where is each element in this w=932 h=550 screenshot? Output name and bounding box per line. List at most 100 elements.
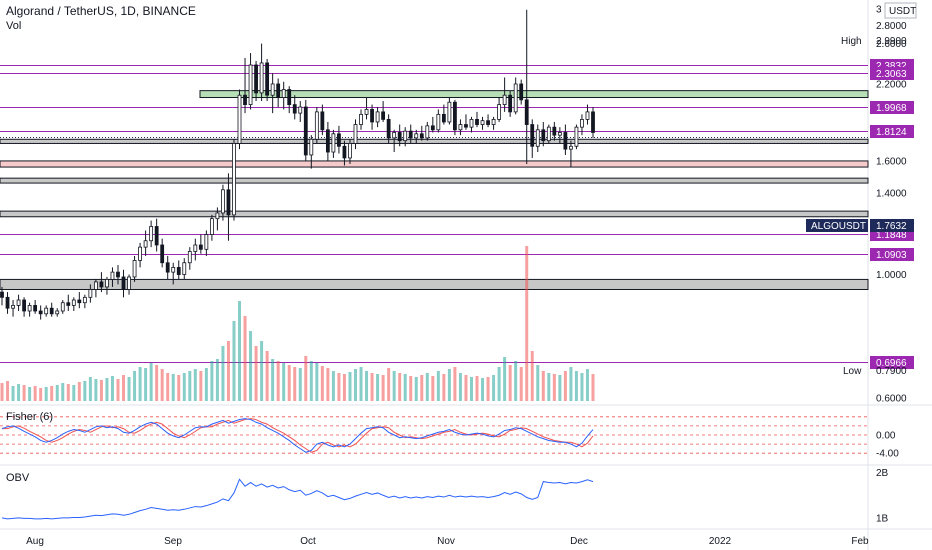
volume-bars	[0, 246, 595, 401]
time-axis: Aug Sep Oct Nov Dec 2022 Feb	[26, 536, 869, 547]
price-tick-label: 2.6000	[876, 39, 907, 50]
volume-bar	[331, 371, 335, 401]
volume-bar	[326, 368, 330, 401]
time-tick-label: Dec	[570, 536, 588, 547]
volume-bar	[320, 366, 324, 401]
candle-body	[93, 281, 98, 290]
candle-body	[392, 132, 397, 139]
volume-bar	[28, 387, 32, 401]
volume-bar	[552, 374, 556, 401]
candle-body	[121, 276, 126, 290]
candle-body	[353, 124, 358, 144]
candle-body	[309, 138, 314, 156]
candle-body	[370, 109, 374, 123]
candle-body	[110, 271, 115, 280]
volume-bar	[254, 346, 258, 401]
price-tick-label: 3	[876, 5, 882, 16]
volume-bar	[525, 246, 529, 401]
candle-body	[552, 126, 557, 136]
candle-body	[243, 94, 247, 105]
candle-body	[348, 143, 352, 159]
candle-body	[546, 126, 551, 142]
volume-bar	[11, 386, 15, 401]
volume-bar	[127, 377, 131, 401]
volume-bar	[83, 381, 87, 401]
volume-bar	[370, 373, 374, 401]
candle-body	[585, 111, 590, 120]
price-tick-label: 0.6000	[876, 394, 907, 405]
volume-bar	[514, 361, 518, 401]
obv-line	[1, 478, 594, 520]
chart-title: Algorand / TetherUS, 1D, BINANCE	[6, 4, 196, 18]
volume-bar	[293, 367, 297, 401]
volume-bar	[492, 375, 496, 401]
volume-bar	[585, 369, 589, 401]
candle-body	[453, 101, 457, 131]
candle-body	[303, 106, 308, 156]
volume-bar	[105, 378, 109, 401]
volume-bar	[342, 374, 346, 401]
price-tick-label: 2.8000	[876, 21, 907, 32]
level-badge-text: 2.3832	[876, 61, 907, 72]
volume-bar	[166, 373, 170, 401]
candle-body	[198, 244, 203, 250]
volume-bar	[77, 382, 81, 401]
volume-bar	[497, 367, 501, 401]
candle-body	[71, 299, 76, 306]
level-badge-text: 1.1848	[876, 230, 907, 241]
volume-bar	[171, 374, 175, 401]
volume-bar	[138, 367, 142, 401]
candle-body	[66, 302, 71, 306]
candle-body	[11, 305, 15, 309]
currency-box[interactable]	[884, 2, 917, 19]
candle-body	[160, 244, 165, 264]
zones	[0, 90, 869, 290]
volume-bar	[309, 361, 313, 401]
candle-body	[331, 133, 336, 153]
volume-bar	[447, 369, 451, 401]
candle-body	[447, 101, 452, 123]
candle-body	[281, 89, 286, 98]
volume-bar	[88, 377, 92, 401]
volume-bar	[276, 361, 280, 401]
volume-bar	[458, 373, 462, 401]
volume-bar	[243, 316, 247, 401]
candle-body	[265, 62, 270, 96]
volume-bar	[536, 365, 540, 401]
candle-body	[480, 120, 485, 125]
candle-body	[502, 94, 507, 105]
volume-bar	[431, 376, 435, 401]
volume-bar	[6, 381, 10, 401]
candle-body	[204, 234, 209, 250]
volume-bar	[177, 375, 181, 401]
candle-body	[99, 281, 104, 288]
candle-body	[237, 94, 242, 144]
high-label: High	[841, 36, 862, 47]
volume-bar	[348, 372, 352, 401]
volume-bar	[304, 356, 308, 401]
volume-bar	[298, 368, 302, 401]
volume-bar	[337, 373, 341, 401]
zone-support	[0, 278, 869, 290]
horizontal-lines	[0, 65, 868, 363]
volume-bar	[409, 376, 413, 401]
price-tick-label: 1.0000	[876, 270, 907, 281]
volume-bar	[94, 379, 98, 401]
candle-body	[259, 62, 264, 94]
volume-bar	[530, 351, 534, 401]
candle-body	[287, 89, 292, 105]
candle-body	[425, 125, 430, 139]
volume-bar	[403, 374, 407, 401]
candle-body	[5, 296, 10, 309]
volume-bar	[481, 378, 485, 401]
volume-bar	[72, 385, 76, 401]
candle-body	[171, 266, 176, 273]
fisher-tick-label: 0.00	[876, 431, 896, 442]
volume-bar	[271, 359, 275, 401]
fisher-pane: 0.00 -4.00	[0, 416, 899, 460]
volume-bar	[204, 368, 208, 401]
level-badge	[870, 125, 914, 138]
candle-body	[569, 145, 573, 150]
obv-pane: 2B 1B	[1, 468, 889, 524]
